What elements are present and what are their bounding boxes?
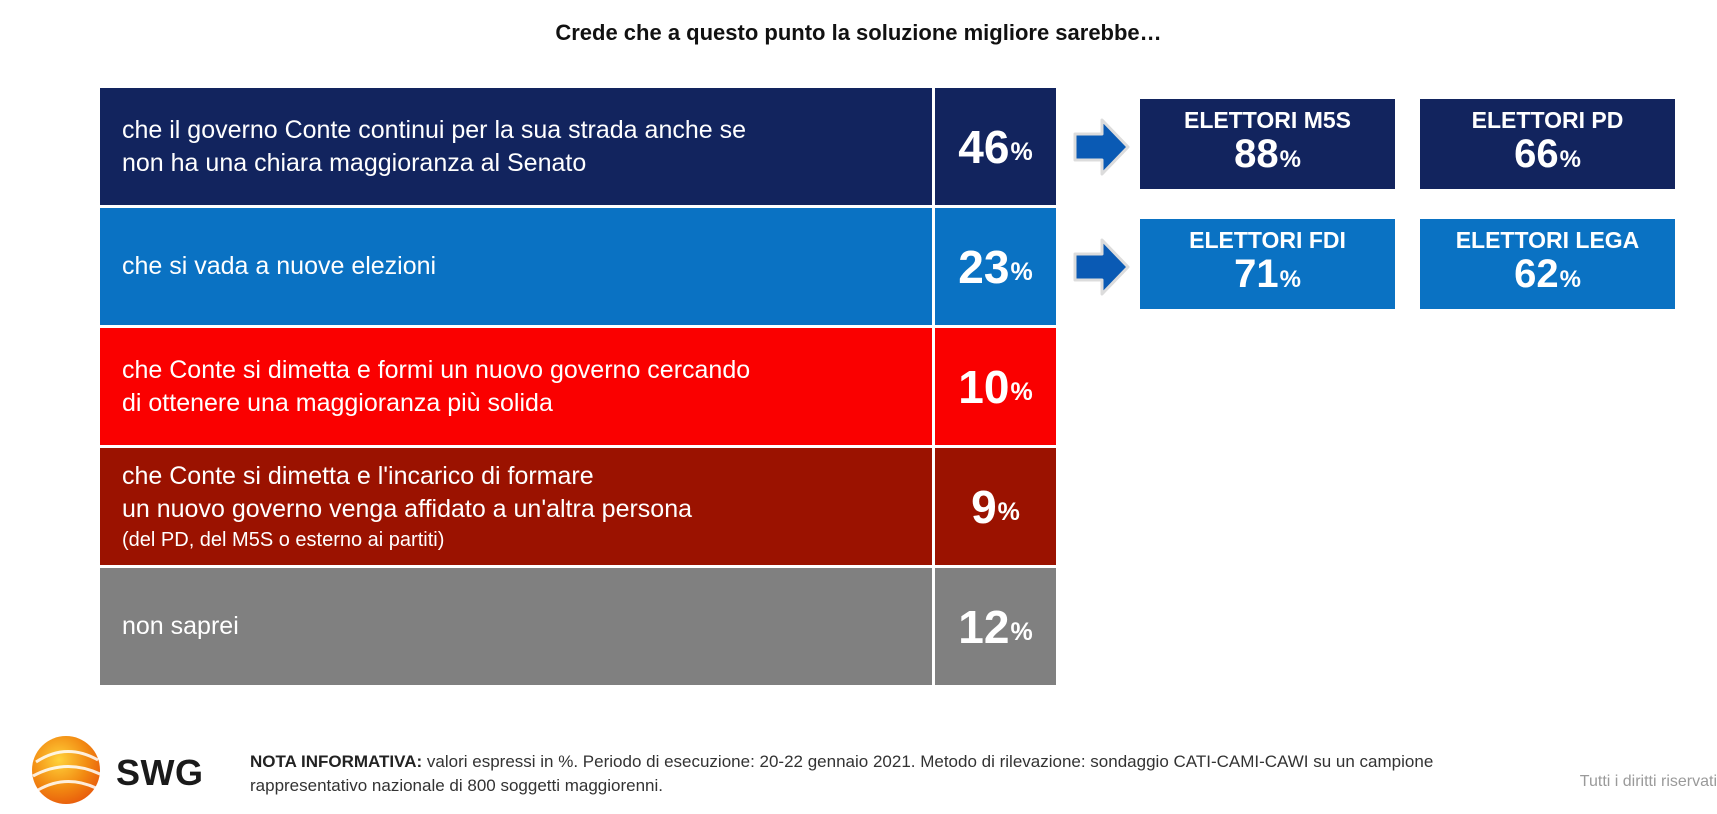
nota-text: valori espressi in %. Periodo di esecuzi… <box>250 752 1434 795</box>
voter-box-unit: % <box>1279 266 1301 293</box>
value-number: 12 <box>958 600 1010 653</box>
swg-logo-icon <box>32 736 101 804</box>
value-number: 23 <box>958 240 1010 293</box>
row-label-line: che Conte si dimetta e l'incarico di for… <box>122 461 594 490</box>
value-number: 10 <box>958 360 1010 413</box>
voter-box-value: 88% <box>1234 133 1301 181</box>
nota-label: NOTA INFORMATIVA: <box>250 752 423 771</box>
value-unit: % <box>997 498 1020 526</box>
voter-box-value: 62% <box>1514 253 1581 301</box>
voter-box-value: 71% <box>1234 253 1301 301</box>
row-label: che Conte si dimetta e l'incarico di for… <box>100 448 932 565</box>
row-label-note: (del PD, del M5S o esterno ai partiti) <box>122 528 445 551</box>
value-number: 46 <box>958 120 1010 173</box>
nota-informativa: NOTA INFORMATIVA: valori espressi in %. … <box>250 750 1500 798</box>
voter-box-number: 88 <box>1234 132 1279 176</box>
voter-box: ELETTORI PD 66% <box>1420 99 1675 189</box>
row-label-line: non saprei <box>122 612 239 640</box>
row-label: che si vada a nuove elezioni <box>100 208 932 325</box>
voter-box: ELETTORI M5S 88% <box>1140 99 1395 189</box>
row-value: 9% <box>935 448 1056 565</box>
row-label-line: di ottenere una maggioranza più solida <box>122 388 553 417</box>
row-value: 12% <box>935 568 1056 685</box>
row-label-line: che il governo Conte continui per la sua… <box>122 115 746 144</box>
voter-box-unit: % <box>1559 146 1581 173</box>
row-value: 46% <box>935 88 1056 205</box>
value-unit: % <box>1010 138 1033 166</box>
row-label-line: che Conte si dimetta e formi un nuovo go… <box>122 355 751 384</box>
voter-box-number: 66 <box>1514 132 1559 176</box>
right-arrow-icon <box>1073 238 1130 296</box>
value-number: 9 <box>971 480 997 533</box>
value-unit: % <box>1010 378 1033 406</box>
rights-text: Tutti i diritti riservati <box>1579 773 1717 790</box>
table-row: non saprei 12% <box>100 568 1056 685</box>
value-unit: % <box>1010 258 1033 286</box>
voter-box-label: ELETTORI PD <box>1471 107 1624 133</box>
right-arrow-icon <box>1073 118 1130 176</box>
row-value: 10% <box>935 328 1056 445</box>
row-label-line: un nuovo governo venga affidato a un'alt… <box>122 494 693 523</box>
row-label: non saprei <box>100 568 932 685</box>
footer: SWG NOTA INFORMATIVA: valori espressi in… <box>0 720 1717 814</box>
voter-box-number: 71 <box>1234 252 1279 296</box>
logo-text: SWG <box>116 752 204 793</box>
row-label-line: non ha una chiara maggioranza al Senato <box>122 148 587 177</box>
chart-title: Crede che a questo punto la soluzione mi… <box>555 20 1162 45</box>
voter-box-label: ELETTORI LEGA <box>1455 227 1640 253</box>
table-row: che Conte si dimetta e l'incarico di for… <box>100 448 1056 565</box>
voter-box-label: ELETTORI M5S <box>1184 107 1351 133</box>
voter-box-number: 62 <box>1514 252 1559 296</box>
voter-box: ELETTORI FDI 71% <box>1140 219 1395 309</box>
voter-box-label: ELETTORI FDI <box>1189 227 1346 253</box>
row-label: che il governo Conte continui per la sua… <box>100 88 932 205</box>
row-label: che Conte si dimetta e formi un nuovo go… <box>100 328 932 445</box>
row-value: 23% <box>935 208 1056 325</box>
results-table: che il governo Conte continui per la sua… <box>100 88 1056 685</box>
table-row: che si vada a nuove elezioni 23% <box>100 208 1056 325</box>
voter-box: ELETTORI LEGA 62% <box>1420 219 1675 309</box>
voter-box-value: 66% <box>1514 133 1581 181</box>
table-row: che il governo Conte continui per la sua… <box>100 88 1056 205</box>
row-label-line: che si vada a nuove elezioni <box>122 252 437 280</box>
voter-box-unit: % <box>1279 146 1301 173</box>
value-unit: % <box>1010 618 1033 646</box>
table-row: che Conte si dimetta e formi un nuovo go… <box>100 328 1056 445</box>
voter-box-unit: % <box>1559 266 1581 293</box>
